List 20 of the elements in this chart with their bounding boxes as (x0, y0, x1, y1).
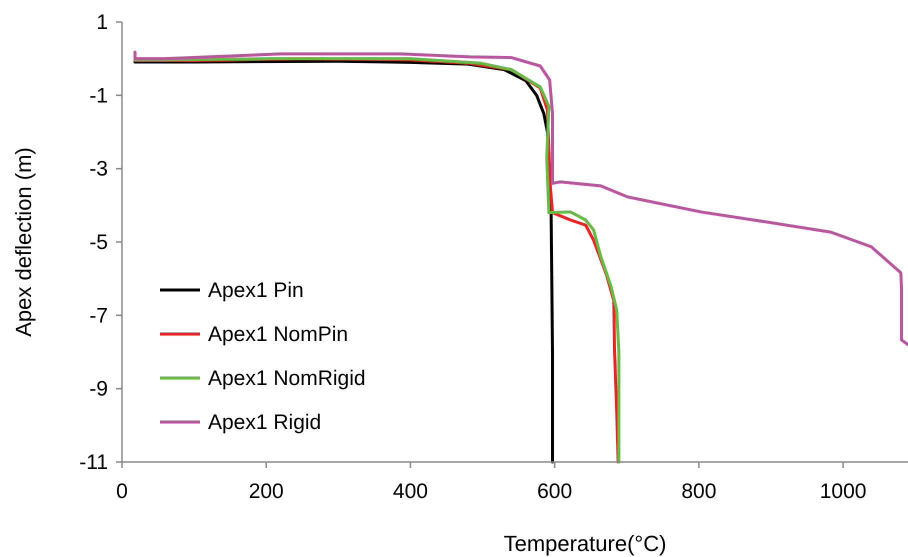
x-tick-label: 1000 (820, 480, 866, 503)
x-axis-title: Temperature(°C) (504, 531, 666, 556)
y-tick-label: -3 (89, 158, 108, 181)
line-series (133, 50, 908, 346)
x-tick-label: 200 (248, 480, 284, 503)
y-tick-label: 1 (96, 11, 108, 34)
x-tick-label: 800 (681, 480, 716, 503)
x-tick-label: 400 (392, 480, 428, 503)
x-tick-label: 0 (116, 480, 128, 503)
x-tick-label: 600 (537, 480, 572, 503)
legend-label: Apex1 Pin (208, 279, 304, 302)
legend-label: Apex1 NomPin (208, 323, 348, 346)
y-tick-label: -1 (89, 84, 108, 108)
legend-label: Apex1 NomRigid (208, 367, 366, 390)
y-tick-label: -7 (89, 304, 108, 328)
legend-label: Apex1 Rigid (208, 411, 322, 434)
y-tick-label: -9 (89, 378, 108, 401)
y-tick-label: -5 (89, 231, 108, 254)
y-axis-title: Apex deflection (m) (11, 147, 36, 337)
y-tick-label: -11 (79, 451, 108, 474)
